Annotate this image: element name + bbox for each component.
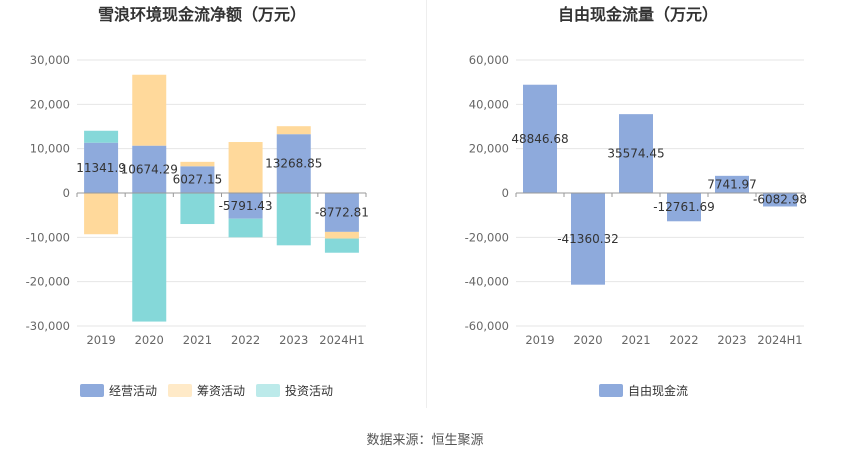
x-tick-label: 2019 <box>525 333 554 347</box>
chart-title: 自由现金流量（万元） <box>558 5 718 24</box>
bar-筹资活动-2021 <box>180 161 215 167</box>
x-tick-label: 2020 <box>573 333 602 347</box>
bar-经营活动-2022 <box>228 193 263 219</box>
x-tick-label: 2021 <box>621 333 650 347</box>
bar-自由现金流-2023 <box>715 175 749 193</box>
y-tick-label: -10,000 <box>26 230 70 244</box>
bar-投资活动-2020 <box>132 193 167 322</box>
charts-canvas: 雪浪环境现金流净额（万元） 30,000 20,000 10,000 0 -10,000 -… <box>26 5 807 398</box>
bar-筹资活动-2023 <box>276 126 311 135</box>
x-tick-label: 2023 <box>717 333 746 347</box>
bar-经营活动-2019 <box>84 142 119 193</box>
legend-label: 自由现金流 <box>628 383 688 398</box>
y-tick-label: -40,000 <box>465 275 509 289</box>
data-label: 48846.68 <box>511 132 568 146</box>
bar-自由现金流-2022 <box>667 193 701 222</box>
data-label: -6082.98 <box>753 193 807 207</box>
data-label: 10674.29 <box>121 162 178 176</box>
data-label: 6027.15 <box>173 173 223 187</box>
y-tick-label: 0 <box>63 186 70 200</box>
data-label: -8772.81 <box>315 205 369 219</box>
bar-筹资活动-2022 <box>228 142 263 193</box>
bar-经营活动-2024H1 <box>324 193 359 232</box>
y-tick-label: 20,000 <box>30 97 70 111</box>
x-tick-label: 2024H1 <box>757 333 802 347</box>
x-tick-label: 2020 <box>135 333 164 347</box>
bar-自由现金流-2019 <box>523 84 557 193</box>
bar-经营活动-2020 <box>132 145 167 193</box>
y-tick-label: 40,000 <box>469 97 509 111</box>
legend-label: 投资活动 <box>285 383 333 398</box>
y-tick-label: -30,000 <box>26 319 70 333</box>
legend-swatch-筹资活动 <box>168 384 192 397</box>
bar-筹资活动-2024H1 <box>324 231 359 239</box>
data-label: 35574.45 <box>607 147 664 161</box>
bar-投资活动-2022 <box>228 218 263 238</box>
bar-投资活动-2019 <box>84 130 119 143</box>
bar-自由现金流-2024H1 <box>763 193 797 207</box>
x-tick-label: 2024H1 <box>319 333 364 347</box>
legend-swatch-经营活动 <box>80 384 104 397</box>
y-tick-label: -60,000 <box>465 319 509 333</box>
y-tick-label: -20,000 <box>465 230 509 244</box>
data-label: 13268.85 <box>265 157 322 171</box>
y-tick-label: 30,000 <box>30 53 70 67</box>
source-note: 数据来源：恒生聚源 <box>366 433 484 448</box>
legend-label: 筹资活动 <box>197 384 245 398</box>
bar-经营活动-2021 <box>180 166 215 193</box>
bar-投资活动-2023 <box>276 193 311 246</box>
y-tick-label: 0 <box>502 186 509 200</box>
x-tick-label: 2022 <box>231 333 260 347</box>
bar-自由现金流-2020 <box>571 193 605 285</box>
data-label: 7741.97 <box>707 177 757 191</box>
bar-筹资活动-2020 <box>132 74 167 146</box>
legend-swatch-自由现金流 <box>599 384 623 397</box>
x-tick-label: 2021 <box>183 333 212 347</box>
bar-筹资活动-2019 <box>84 193 119 235</box>
y-tick-label: -20,000 <box>26 275 70 289</box>
chart-title: 雪浪环境现金流净额（万元） <box>98 5 306 24</box>
x-tick-label: 2019 <box>86 333 115 347</box>
y-tick-label: 10,000 <box>30 142 70 156</box>
data-label: -12761.69 <box>653 200 715 214</box>
bar-自由现金流-2021 <box>619 114 653 193</box>
bar-投资活动-2021 <box>180 193 215 225</box>
y-tick-label: 20,000 <box>469 142 509 156</box>
bar-投资活动-2024H1 <box>324 238 359 253</box>
panel-divider <box>426 0 427 408</box>
bar-经营活动-2023 <box>276 134 311 193</box>
data-label: 11341.9 <box>76 161 126 175</box>
legend-label: 经营活动 <box>109 384 157 398</box>
data-label: -5791.43 <box>219 199 273 213</box>
x-tick-label: 2022 <box>669 333 698 347</box>
x-tick-label: 2023 <box>279 333 308 347</box>
legend-swatch-投资活动 <box>256 384 280 397</box>
y-tick-label: 60,000 <box>469 53 509 67</box>
data-label: -41360.32 <box>557 232 619 246</box>
